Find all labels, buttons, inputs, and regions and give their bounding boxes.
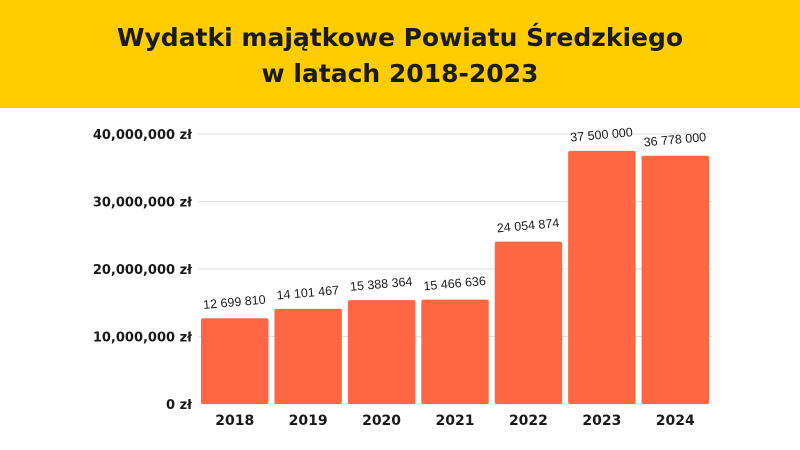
data-labels: 12 699 810 14 101 467 15 388 364 15 466 636… (203, 125, 707, 312)
bar-2022 (494, 241, 563, 404)
x-tick-label-2022: 2022 (509, 413, 548, 429)
data-label-2018: 12 699 810 (203, 293, 267, 312)
data-label-2020: 15 388 364 (349, 274, 413, 293)
x-tick-label-2019: 2019 (289, 413, 328, 429)
bar-2024 (641, 155, 709, 404)
data-label-2021: 15 466 636 (423, 274, 487, 293)
x-tick-label-2024: 2024 (656, 413, 695, 429)
data-label-2023: 37 500 000 (570, 125, 634, 144)
bar-2021 (421, 299, 489, 404)
x-tick-label-2021: 2021 (436, 413, 475, 429)
y-axis-tick-labels: 0 zł 10,000,000 zł 20,000,000 zł 30,000,000… (93, 128, 193, 413)
chart-title-line-2: w latach 2018-2023 (261, 59, 539, 88)
x-tick-label-2020: 2020 (362, 413, 401, 429)
bar-2018 (201, 318, 269, 404)
data-label-2024: 36 778 000 (643, 130, 707, 149)
bar-2019 (274, 308, 342, 404)
data-label-2022: 24 054 874 (496, 216, 560, 235)
y-tick-label: 10,000,000 zł (93, 331, 193, 346)
bar-2020 (347, 300, 416, 404)
title-banner: Wydatki majątkowe Powiatu Średzkiego w l… (0, 0, 800, 108)
data-label-2019: 14 101 467 (276, 283, 340, 302)
bars (201, 150, 709, 404)
chart-title: Wydatki majątkowe Powiatu Średzkiego w l… (0, 20, 800, 92)
x-axis-tick-labels: 2018 2019 2020 2021 2022 2023 2024 (215, 413, 695, 429)
y-tick-label: 30,000,000 zł (93, 196, 193, 211)
x-tick-label-2018: 2018 (215, 413, 254, 429)
y-tick-label: 20,000,000 zł (93, 263, 193, 278)
y-tick-label: 40,000,000 zł (93, 128, 193, 143)
x-tick-label-2023: 2023 (582, 413, 621, 429)
bar-2023 (568, 150, 636, 404)
y-tick-label: 0 zł (166, 398, 193, 413)
chart-title-line-1: Wydatki majątkowe Powiatu Średzkiego (116, 23, 684, 52)
